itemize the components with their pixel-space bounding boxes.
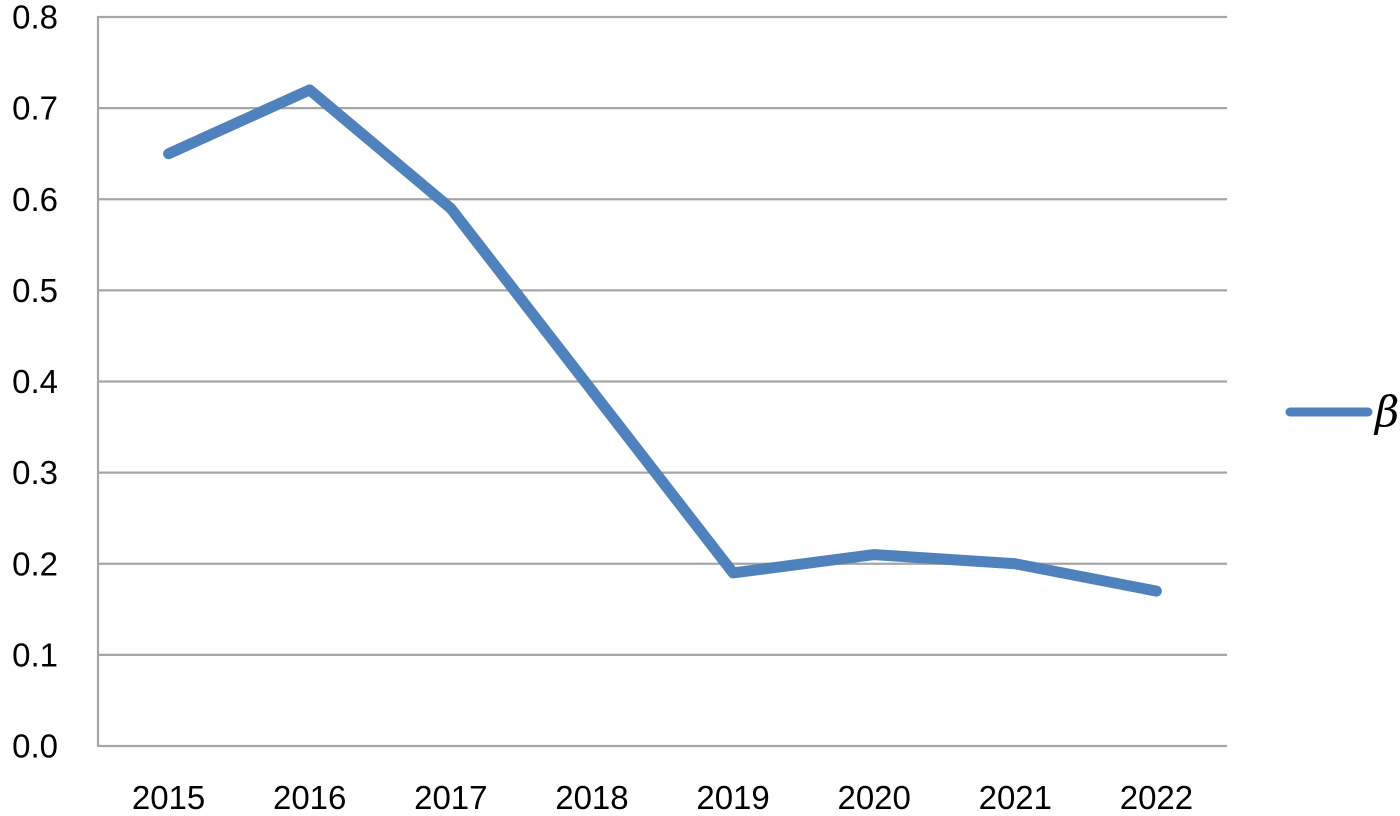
y-tick-label: 0.3 [12,454,58,491]
x-tick-label: 2016 [273,779,346,816]
gridlines [96,15,1227,748]
y-tick-label: 0.6 [12,181,58,218]
y-tick-label: 0.5 [12,272,58,309]
x-tick-label: 2021 [979,779,1052,816]
x-tick-label: 2015 [132,779,205,816]
x-axis-tick-labels: 2015 2016 2017 2018 2019 2020 2021 2022 [132,779,1193,816]
legend-label: β [1373,387,1399,436]
y-tick-label: 0.7 [12,90,58,127]
series-line-beta [163,84,1162,597]
y-axis-tick-labels: 0.0 0.1 0.2 0.3 0.4 0.5 0.6 0.7 0.8 [12,0,58,765]
y-tick-label: 0.1 [12,636,58,673]
x-tick-label: 2022 [1120,779,1193,816]
legend: β [1285,387,1399,436]
y-tick-label: 0.2 [12,545,58,582]
y-tick-label: 0.0 [12,728,58,765]
x-tick-label: 2017 [414,779,487,816]
x-tick-label: 2019 [696,779,769,816]
y-tick-label: 0.8 [12,0,58,36]
x-tick-label: 2018 [555,779,628,816]
y-tick-label: 0.4 [12,363,58,400]
x-tick-label: 2020 [837,779,910,816]
